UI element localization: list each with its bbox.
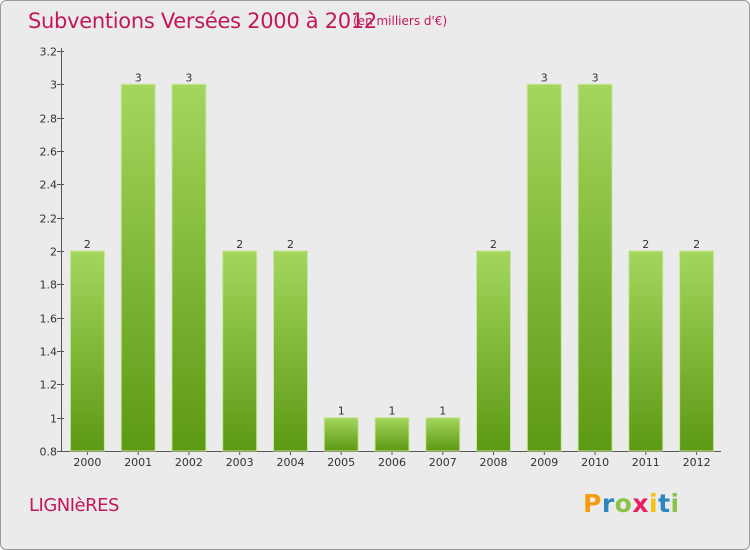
bar-2009 xyxy=(526,83,562,452)
bar-2012 xyxy=(679,250,715,452)
data-label-2008: 2 xyxy=(490,238,497,251)
bar-2005 xyxy=(323,417,359,452)
y-tick-label: 2.4 xyxy=(40,179,58,192)
logo-letter: r xyxy=(601,489,615,518)
data-label-2006: 1 xyxy=(389,405,396,418)
chart-title: Subventions Versées 2000 à 2012 xyxy=(28,9,377,33)
chart-axes xyxy=(57,48,721,455)
data-label-2009: 3 xyxy=(541,71,548,84)
bar-2006 xyxy=(374,417,410,452)
bar-2010 xyxy=(577,83,613,452)
y-tick-label: 3 xyxy=(50,79,57,92)
data-label-2003: 2 xyxy=(236,238,243,251)
data-label-2004: 2 xyxy=(287,238,294,251)
logo-letter: x xyxy=(632,489,649,518)
y-tick-label: 1.8 xyxy=(40,279,58,292)
x-tick-label-2010: 2010 xyxy=(581,456,609,469)
y-tick-label: 2.6 xyxy=(40,146,58,159)
x-tick-label-2002: 2002 xyxy=(175,456,203,469)
logo-letter: P xyxy=(583,489,602,518)
data-label-2012: 2 xyxy=(693,238,700,251)
data-label-2011: 2 xyxy=(642,238,649,251)
chart-subtitle: (en milliers d'€) xyxy=(353,14,448,28)
data-label-2007: 1 xyxy=(439,405,446,418)
x-tick-label-2008: 2008 xyxy=(480,456,508,469)
bar-2000 xyxy=(69,250,105,452)
bar-2003 xyxy=(222,250,258,452)
y-tick-label: 2.2 xyxy=(40,213,58,226)
bar-2004 xyxy=(273,250,308,452)
data-label-2010: 3 xyxy=(592,71,599,84)
proxiti-logo: Proxiti xyxy=(583,489,680,518)
x-tick-label-2006: 2006 xyxy=(378,456,406,469)
logo-letter: i xyxy=(649,489,659,518)
y-tick-label: 1.4 xyxy=(40,346,58,359)
logo-letter: i xyxy=(670,489,680,518)
data-label-2001: 3 xyxy=(135,71,142,84)
x-tick-label-2000: 2000 xyxy=(73,456,101,469)
logo-letter: t xyxy=(658,489,671,518)
chart-labels: 0.8 1 1.2 1.4 1.6 1.8 2 2.2 2.4 2.6 2.8 3 3.2 2 2000 3 2… xyxy=(40,46,711,470)
x-tick-label-2011: 2011 xyxy=(632,456,660,469)
y-tick-label: 2 xyxy=(50,246,57,259)
y-tick-label: 1.6 xyxy=(40,313,58,326)
y-tick-label: 2.8 xyxy=(40,113,58,126)
data-label-2005: 1 xyxy=(338,405,345,418)
x-tick-label-2003: 2003 xyxy=(226,456,254,469)
bar-2008 xyxy=(476,250,511,452)
commune-name: LIGNIèRES xyxy=(29,495,119,516)
bar-2007 xyxy=(425,417,461,452)
x-tick-label-2001: 2001 xyxy=(124,456,152,469)
x-tick-label-2005: 2005 xyxy=(327,456,355,469)
y-tick-label: 1 xyxy=(50,413,57,426)
logo-letter: o xyxy=(614,489,633,518)
y-tick-label: 3.2 xyxy=(40,46,58,59)
bar-2001 xyxy=(120,83,156,452)
chart-bars xyxy=(69,83,715,452)
x-tick-label-2009: 2009 xyxy=(530,456,558,469)
data-label-2002: 3 xyxy=(185,71,192,84)
bar-2011 xyxy=(628,250,664,452)
y-tick-label: 0.8 xyxy=(40,446,58,459)
x-tick-label-2007: 2007 xyxy=(429,456,457,469)
y-tick-label: 1.2 xyxy=(40,379,58,392)
x-tick-label-2012: 2012 xyxy=(683,456,711,469)
x-tick-label-2004: 2004 xyxy=(277,456,305,469)
bar-2002 xyxy=(171,83,207,452)
data-label-2000: 2 xyxy=(84,238,91,251)
